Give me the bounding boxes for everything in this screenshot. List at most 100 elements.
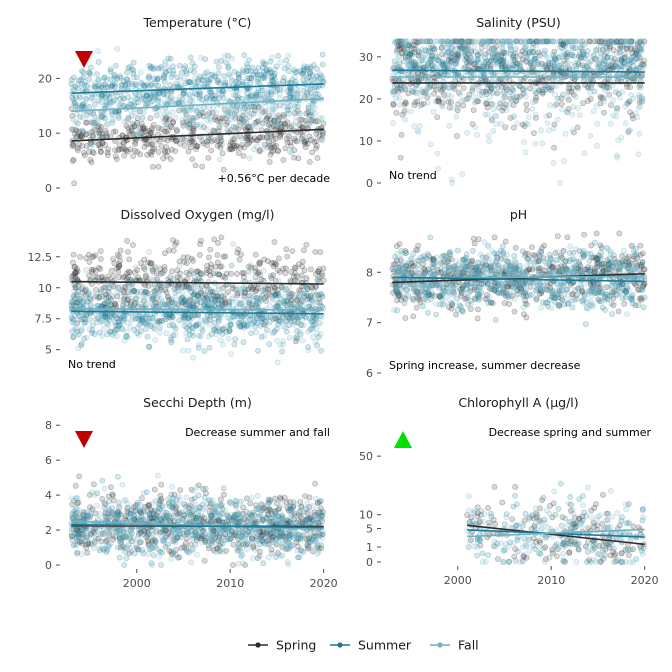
data-point bbox=[601, 87, 608, 94]
data-point bbox=[529, 244, 535, 251]
data-point bbox=[532, 111, 539, 118]
data-point bbox=[297, 116, 303, 123]
data-point bbox=[471, 93, 477, 100]
data-point bbox=[305, 344, 311, 350]
points bbox=[68, 45, 327, 187]
data-point bbox=[196, 251, 203, 258]
data-point bbox=[212, 114, 219, 120]
data-point bbox=[255, 118, 262, 124]
data-point bbox=[238, 81, 245, 88]
data-point bbox=[189, 156, 196, 162]
data-point bbox=[218, 137, 225, 144]
data-point bbox=[123, 147, 129, 154]
data-point bbox=[197, 241, 204, 248]
data-point bbox=[470, 83, 477, 89]
data-point bbox=[81, 149, 87, 156]
data-point bbox=[155, 126, 162, 133]
data-point bbox=[221, 73, 227, 79]
data-point bbox=[262, 322, 269, 328]
data-point bbox=[83, 255, 89, 261]
y-tick-label: 20 bbox=[38, 72, 52, 85]
data-point bbox=[284, 119, 291, 126]
data-point bbox=[252, 324, 258, 330]
data-point bbox=[191, 69, 197, 75]
data-point bbox=[521, 87, 528, 94]
data-point bbox=[110, 312, 117, 319]
data-point bbox=[86, 129, 92, 136]
data-point bbox=[625, 99, 632, 106]
data-point bbox=[79, 68, 85, 74]
data-point bbox=[238, 135, 245, 142]
data-point bbox=[149, 163, 156, 170]
data-point bbox=[186, 121, 193, 127]
data-point bbox=[453, 311, 459, 318]
data-point bbox=[636, 56, 643, 63]
data-point bbox=[293, 263, 300, 270]
data-point bbox=[450, 51, 457, 57]
data-point bbox=[591, 51, 598, 58]
data-point bbox=[539, 38, 545, 45]
data-point bbox=[522, 93, 529, 100]
data-point bbox=[178, 69, 185, 76]
data-point bbox=[320, 120, 327, 127]
data-point bbox=[125, 125, 132, 132]
data-point bbox=[393, 61, 400, 68]
data-point bbox=[111, 260, 118, 267]
data-point bbox=[275, 255, 282, 262]
data-point bbox=[214, 142, 221, 149]
data-point bbox=[237, 144, 244, 151]
data-point bbox=[134, 124, 141, 131]
data-point bbox=[118, 146, 125, 153]
data-point bbox=[425, 49, 432, 55]
data-point bbox=[541, 242, 548, 249]
data-point bbox=[593, 230, 600, 237]
data-point bbox=[251, 135, 258, 141]
data-point bbox=[445, 70, 452, 77]
data-point bbox=[94, 118, 101, 124]
data-point bbox=[223, 121, 229, 128]
data-point bbox=[134, 115, 141, 122]
data-point bbox=[71, 130, 78, 137]
data-point bbox=[599, 304, 606, 311]
data-point bbox=[275, 53, 281, 59]
data-point bbox=[195, 344, 202, 351]
data-point bbox=[502, 124, 509, 130]
data-point bbox=[135, 130, 142, 136]
data-point bbox=[203, 126, 210, 132]
data-point bbox=[193, 146, 199, 152]
data-point bbox=[229, 146, 235, 153]
data-point bbox=[405, 62, 411, 69]
data-point bbox=[458, 50, 465, 57]
data-point bbox=[443, 50, 450, 57]
data-point bbox=[139, 114, 146, 121]
data-point bbox=[285, 110, 292, 117]
data-point bbox=[189, 325, 196, 332]
data-point bbox=[402, 315, 409, 321]
data-point bbox=[532, 140, 539, 147]
data-point bbox=[247, 136, 254, 143]
data-point bbox=[192, 142, 199, 149]
data-point bbox=[93, 286, 99, 293]
data-point bbox=[226, 71, 232, 78]
data-point bbox=[303, 241, 310, 248]
data-point bbox=[203, 317, 209, 324]
data-point bbox=[275, 117, 282, 123]
data-point bbox=[551, 144, 557, 151]
data-point bbox=[626, 38, 632, 45]
data-point bbox=[287, 139, 293, 146]
data-point bbox=[304, 64, 311, 71]
data-point bbox=[434, 150, 441, 157]
data-point bbox=[150, 295, 157, 302]
data-point bbox=[567, 86, 574, 92]
data-point bbox=[431, 90, 437, 97]
data-point bbox=[414, 98, 421, 105]
data-point bbox=[274, 359, 281, 366]
data-point bbox=[219, 87, 226, 94]
data-point bbox=[144, 333, 151, 340]
panel-annotation: +0.56°C per decade bbox=[218, 172, 331, 185]
data-point bbox=[148, 127, 155, 134]
data-point bbox=[448, 99, 454, 106]
data-point bbox=[131, 287, 138, 294]
data-point bbox=[200, 140, 207, 147]
data-point bbox=[254, 137, 260, 144]
